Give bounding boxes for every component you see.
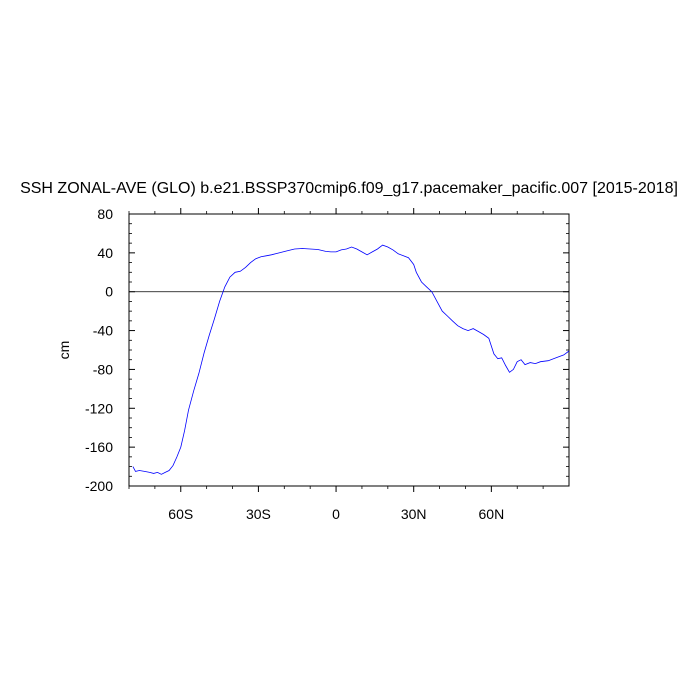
major-ticks [129, 208, 569, 492]
y-tick-label: 0 [105, 284, 113, 300]
y-tick-labels: 80 40 0 -40 -80 -120 -160 -200 [85, 206, 113, 494]
x-tick-label: 0 [332, 506, 340, 522]
y-tick-label: 40 [97, 245, 113, 261]
y-tick-label: -160 [85, 439, 113, 455]
y-tick-label: -80 [93, 361, 113, 377]
minor-ticks [128, 211, 569, 489]
x-tick-label: 30S [246, 506, 271, 522]
chart-title: SSH ZONAL-AVE (GLO) b.e21.BSSP370cmip6.f… [20, 180, 678, 197]
y-tick-label: 80 [97, 206, 113, 222]
plot-area [128, 208, 570, 492]
x-tick-label: 30N [401, 506, 427, 522]
x-tick-label: 60N [479, 506, 505, 522]
x-tick-labels: 60S 30S 0 30N 60N [168, 506, 504, 522]
x-tick-label: 60S [168, 506, 193, 522]
y-tick-label: -200 [85, 478, 113, 494]
y-tick-label: -40 [93, 323, 113, 339]
y-tick-label: -120 [85, 400, 113, 416]
y-axis-label: cm [56, 341, 72, 360]
plot-frame [128, 213, 570, 487]
ssh-series-line [132, 244, 570, 475]
